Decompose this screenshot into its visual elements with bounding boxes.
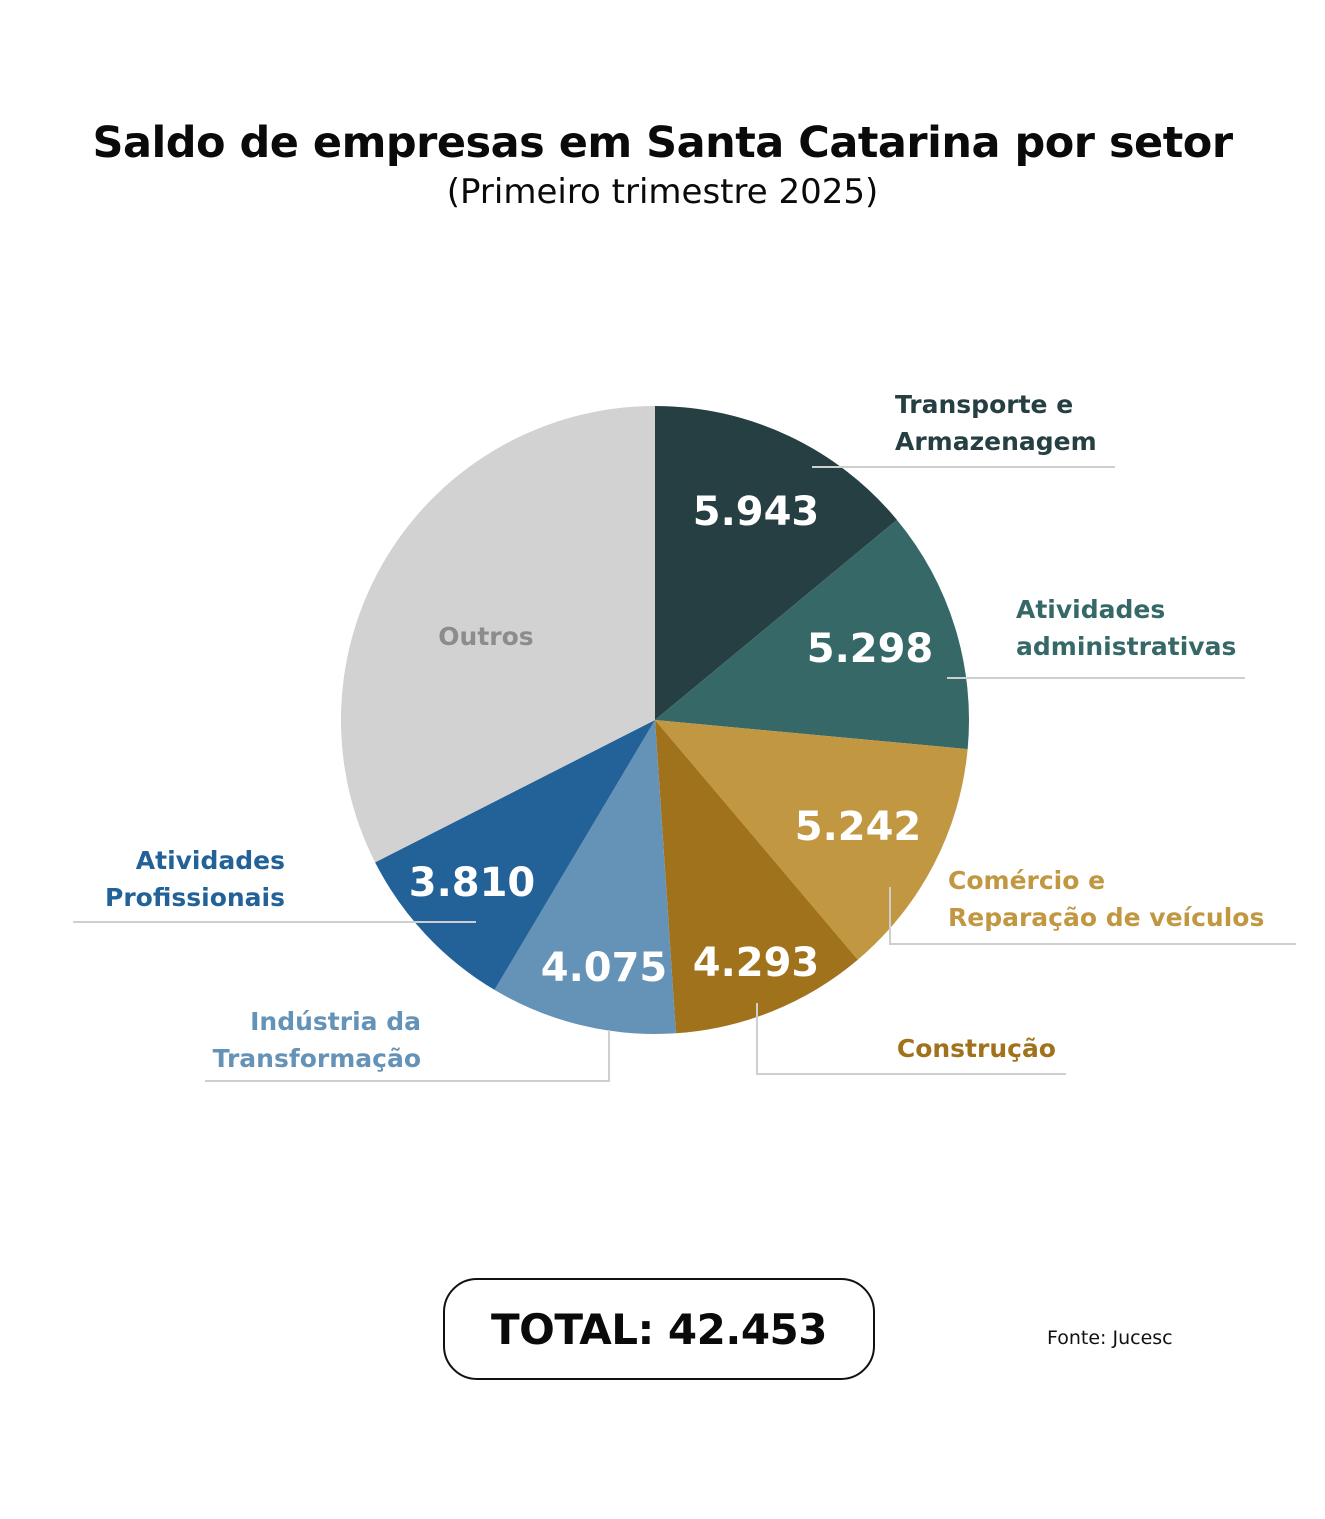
chart-subtitle: (Primeiro trimestre 2025) <box>446 172 879 212</box>
source-note: Fonte: Jucesc <box>1047 1327 1173 1349</box>
category-label-construcao: Construção <box>897 1034 1056 1063</box>
category-label-comercio-e-reparacao-de-veiculos: Comércio e Reparação de veículos <box>948 866 1264 932</box>
chart-title: Saldo de empresas em Santa Catarina por … <box>92 118 1233 168</box>
pie-slice-outros <box>340 405 655 863</box>
value-label-atividades-administrativas: 5.298 <box>807 626 934 672</box>
category-label-outros: Outros <box>438 622 533 651</box>
leader-line-industria-da-transformacao <box>205 1030 610 1082</box>
total-label: TOTAL: 42.453 <box>490 1304 828 1354</box>
pie-slice-construcao <box>655 720 858 1034</box>
category-label-atividades-profissionais: Atividades Profissionais <box>105 846 285 912</box>
total-box: TOTAL: 42.453 <box>443 1278 875 1380</box>
category-label-industria-da-transformacao: Indústria da Transformação <box>213 1007 421 1073</box>
leader-line-construcao <box>756 1003 1066 1075</box>
pie-slice-atividades-administrativas <box>655 519 970 750</box>
value-label-atividades-profissionais: 3.810 <box>409 860 536 906</box>
leader-line-comercio-e-reparacao-de-veiculos <box>889 887 1296 945</box>
value-label-comercio-e-reparacao-de-veiculos: 5.242 <box>795 804 922 850</box>
value-label-transporte-e-armazenagem: 5.943 <box>693 489 820 535</box>
pie-slice-industria-da-transformacao <box>494 720 676 1034</box>
value-label-construcao: 4.293 <box>693 940 820 986</box>
pie-slice-transporte-e-armazenagem <box>655 406 897 720</box>
category-label-atividades-administrativas: Atividades administrativas <box>1016 595 1236 661</box>
category-label-transporte-e-armazenagem: Transporte e Armazenagem <box>895 390 1097 456</box>
value-label-industria-da-transformacao: 4.075 <box>541 945 668 991</box>
